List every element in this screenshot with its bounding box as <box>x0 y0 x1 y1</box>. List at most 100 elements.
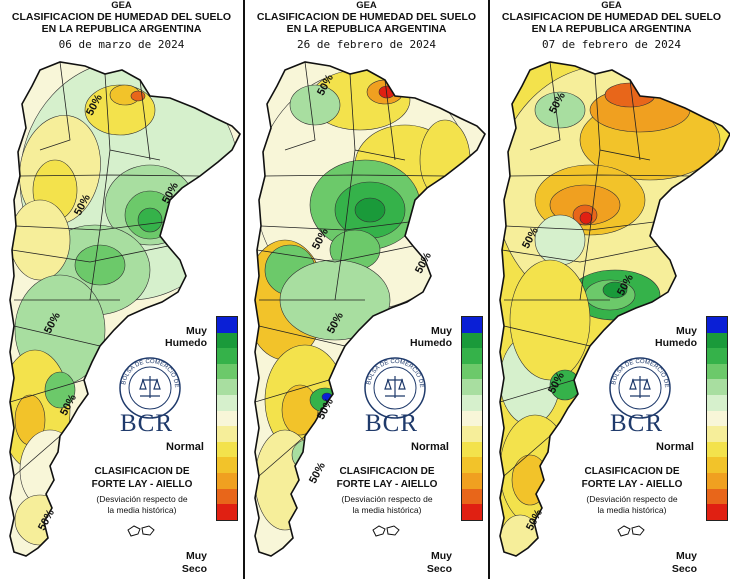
classification-desc-line1: (Desviación respecto de <box>586 494 678 504</box>
legend-swatch <box>462 410 482 427</box>
legend-swatch <box>462 488 482 505</box>
map-panel-2: 50% 50% 50% 50% 50% 50% GEA CLASIFICACION DE HU… <box>245 0 488 579</box>
country-outline <box>9 61 241 557</box>
color-legend <box>216 316 238 521</box>
legend-swatch <box>217 379 237 395</box>
classification-line2: FORTE LAY - AIELLO <box>91 479 193 490</box>
map-date: 06 de marzo de 2024 <box>58 38 185 51</box>
legend-muy-humedo-line2: Humedo <box>410 337 452 349</box>
legend-swatch <box>707 317 727 333</box>
legend-muy-seco-line1: Muy <box>676 550 697 562</box>
legend-swatch <box>217 332 237 349</box>
province-boundary <box>503 435 551 477</box>
panel-divider <box>243 0 245 579</box>
bcr-seal-logo: BOLSA DE COMERCIO DE ROSARIO <box>608 356 671 419</box>
province-boundary <box>384 79 396 161</box>
legend-muy-seco-line2: Seco <box>181 563 207 575</box>
province-boundary <box>500 379 575 403</box>
legend-swatch <box>217 457 237 473</box>
legend-swatch <box>462 363 482 380</box>
province-boundary <box>19 174 201 177</box>
classification-desc-line2: la media histórica) <box>597 505 667 515</box>
classification-desc-line1: (Desviación respecto de <box>341 494 433 504</box>
title-gea: GEA <box>111 0 132 11</box>
legend-swatch <box>462 457 482 473</box>
province-boundary <box>501 245 659 263</box>
bcr-logo-text: BCR <box>610 410 664 437</box>
legend-swatch <box>707 457 727 473</box>
province-boundary <box>256 245 414 263</box>
province-boundary <box>284 62 316 151</box>
moisture-region <box>579 211 593 225</box>
legend-swatch <box>707 410 727 427</box>
legend-swatch <box>707 348 727 364</box>
moisture-region <box>289 84 341 126</box>
moisture-region <box>44 371 76 409</box>
province-boundary <box>264 174 446 177</box>
legend-swatch <box>707 379 727 395</box>
legend-swatch <box>217 410 237 427</box>
province-boundary <box>509 174 691 177</box>
moisture-region <box>130 90 146 102</box>
legend-swatch <box>462 472 482 489</box>
moisture-region <box>74 244 126 286</box>
map-date: 26 de febrero de 2024 <box>296 38 437 51</box>
title-line-2: CLASIFICACION DE HUMEDAD DEL SUELO <box>501 11 722 23</box>
classification-line2: FORTE LAY - AIELLO <box>581 479 683 490</box>
moisture-region <box>354 197 386 223</box>
legend-swatch <box>462 332 482 349</box>
legend-muy-seco-line2: Seco <box>671 563 697 575</box>
classification-line1: CLASIFICACION DE <box>94 466 190 477</box>
classification-desc-line2: la media histórica) <box>107 505 177 515</box>
legend-swatch <box>707 441 727 458</box>
province-boundary <box>258 325 346 347</box>
title-line-3: EN LA REPUBLICA ARGENTINA <box>41 23 202 35</box>
province-boundary <box>503 325 591 347</box>
legend-swatch <box>707 504 727 520</box>
bcr-seal-logo: BOLSA DE COMERCIO DE ROSARIO <box>363 356 426 419</box>
title-line-2: CLASIFICACION DE HUMEDAD DEL SUELO <box>256 11 477 23</box>
title-gea: GEA <box>356 0 377 11</box>
bcr-logo-text: BCR <box>365 410 419 437</box>
moisture-region <box>534 91 586 129</box>
legend-muy-seco-line2: Seco <box>426 563 452 575</box>
legend-normal: Normal <box>166 441 204 453</box>
province-boundary <box>89 149 111 301</box>
classification-desc-line2: la media histórica) <box>352 505 422 515</box>
malvinas-islands <box>372 525 400 537</box>
map-panel-1: 50% 50% 50% 50% 50% 50% GEA CLASIFICACION DE HU… <box>0 0 243 579</box>
classification-line1: CLASIFICACION DE <box>584 466 680 477</box>
province-boundary <box>255 379 330 403</box>
argentina-map <box>254 61 486 557</box>
map-panel-3: 50% 50% 50% 50% 50% GEA CLASIFICACION DE HUMED… <box>490 0 730 579</box>
title-line-3: EN LA REPUBLICA ARGENTINA <box>531 23 692 35</box>
province-boundary <box>39 62 71 151</box>
legend-swatch <box>462 441 482 458</box>
legend-swatch <box>707 332 727 349</box>
legend-swatch <box>217 488 237 505</box>
country-outline <box>254 61 486 557</box>
classification-line2: FORTE LAY - AIELLO <box>336 479 438 490</box>
province-boundary <box>13 435 61 477</box>
legend-swatch <box>707 472 727 489</box>
province-boundary <box>529 62 561 151</box>
province-boundary <box>139 79 151 161</box>
legend-muy-humedo-line2: Humedo <box>165 337 207 349</box>
legend-normal: Normal <box>656 441 694 453</box>
legend-swatch <box>462 504 482 520</box>
legend-swatch <box>217 426 237 442</box>
moisture-region <box>602 281 628 299</box>
color-legend <box>706 316 728 521</box>
legend-muy-seco-line1: Muy <box>186 550 207 562</box>
province-boundary <box>258 435 306 477</box>
moisture-region <box>534 214 586 266</box>
malvinas-islands <box>127 525 155 537</box>
argentina-map <box>9 61 241 557</box>
legend-muy-humedo-line2: Humedo <box>655 337 697 349</box>
legend-swatch <box>217 394 237 411</box>
color-legend <box>461 316 483 521</box>
province-boundary <box>13 325 101 347</box>
title-line-3: EN LA REPUBLICA ARGENTINA <box>286 23 447 35</box>
legend-muy-humedo-line1: Muy <box>186 325 207 337</box>
legend-swatch <box>462 317 482 333</box>
